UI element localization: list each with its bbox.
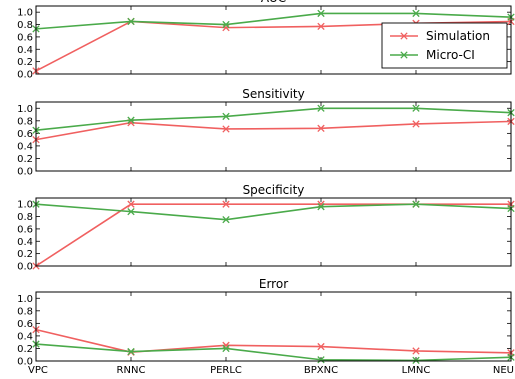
data-point (317, 22, 325, 31)
y-tick-label: 0.6 (17, 32, 33, 43)
data-point (127, 347, 135, 356)
data-point (222, 344, 230, 353)
data-point (222, 125, 230, 133)
y-tick-label: 0.8 (17, 20, 33, 31)
series-line (35, 343, 512, 362)
y-tick-label: 0.4 (17, 237, 33, 248)
y-tick-label: 0.8 (17, 116, 33, 127)
series-line (35, 120, 512, 141)
data-point (127, 200, 135, 208)
series-micro-ci (32, 104, 515, 134)
axes-frame (35, 197, 512, 267)
data-point (127, 17, 135, 26)
legend-marker (400, 32, 408, 40)
data-point (222, 20, 230, 29)
series-line (35, 107, 512, 132)
subplot-title: AUC (261, 0, 286, 5)
y-tick-label: 1.0 (17, 104, 33, 115)
data-point (412, 347, 420, 355)
data-point (317, 356, 325, 364)
axes-frame (35, 101, 512, 172)
y-tick-label: 0.0 (17, 357, 33, 368)
subplot-3: Error 0.0 0.2 0.40.6 0.81.0 VPC RNNC PERLC BPXNC… (17, 277, 515, 376)
y-tick-label: 0.6 (17, 319, 33, 330)
subplot-title: Error (259, 277, 288, 291)
y-tick-label: 0.0 (17, 167, 33, 178)
series-line (35, 328, 512, 354)
data-point (412, 9, 420, 18)
data-point (222, 112, 230, 121)
y-tick-label: 1.0 (17, 294, 33, 305)
data-point (412, 120, 420, 128)
data-point (222, 200, 230, 208)
series-simulation (32, 200, 515, 270)
data-point (222, 215, 230, 224)
x-tick-label: NEU (493, 365, 514, 376)
series-simulation (32, 325, 515, 357)
subplot-title: Specificity (243, 183, 305, 197)
data-point (317, 342, 325, 351)
y-tick-label: 1.0 (17, 200, 33, 211)
y-tick-label: 0.2 (17, 154, 33, 165)
y-tick-label: 0.4 (17, 331, 33, 342)
x-tick-label: VPC (28, 365, 48, 376)
legend-marker (400, 51, 408, 59)
data-point (317, 9, 325, 18)
y-tick-label: 1.0 (17, 8, 33, 19)
subplot-2: Specificity 0.0 0.20.4 0.60.81.0 (17, 183, 515, 273)
data-point (222, 23, 230, 32)
x-tick-label: RNNC (117, 365, 146, 376)
axes-frame (35, 5, 512, 75)
y-tick-label: 0.0 (17, 262, 33, 273)
legend: Simulation Micro-CI (381, 22, 508, 69)
data-point (127, 207, 135, 216)
axes-frame (35, 291, 512, 362)
subplot-title: Sensitivity (242, 87, 304, 101)
y-tick-label: 0.2 (17, 57, 33, 68)
data-point (317, 124, 325, 133)
data-point (412, 356, 420, 365)
y-tick-label: 0.4 (17, 141, 33, 152)
y-tick-label: 0.6 (17, 224, 33, 235)
series-simulation (32, 117, 515, 144)
y-tick-label: 0.2 (17, 344, 33, 355)
y-tick-label: 0.4 (17, 45, 33, 56)
legend-label: Simulation (426, 29, 490, 43)
series-micro-ci (32, 340, 515, 365)
data-point (317, 104, 325, 112)
subplot-0: AUC 0.0 0.20.4 0.60.81.0 Simulation Micro-CI (17, 0, 515, 81)
y-tick-label: 0.2 (17, 249, 33, 260)
data-point (222, 341, 230, 349)
data-point (317, 202, 325, 211)
data-point (412, 104, 420, 112)
y-tick-label: 0.0 (17, 70, 33, 81)
x-tick-label: PERLC (210, 365, 242, 376)
x-tick-label: BPXNC (304, 365, 338, 376)
x-tick-label: LMNC (402, 365, 431, 376)
legend-box (381, 22, 508, 69)
data-point (412, 200, 420, 208)
data-point (127, 116, 135, 124)
series-line (35, 12, 512, 30)
series-line (35, 203, 512, 221)
y-tick-label: 0.8 (17, 212, 33, 223)
y-tick-label: 0.6 (17, 129, 33, 140)
subplot-1: Sensitivity 0.0 0.2 0.40.6 0.81.0 (17, 87, 515, 178)
legend-label: Micro-CI (426, 48, 475, 62)
y-tick-label: 0.8 (17, 306, 33, 317)
